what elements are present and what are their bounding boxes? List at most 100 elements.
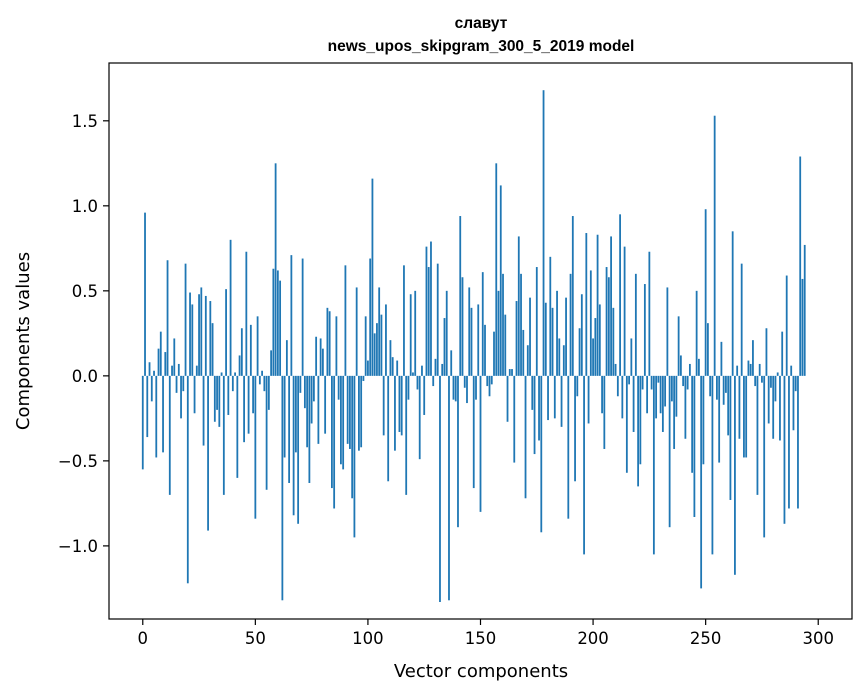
bar-20: [186, 375, 189, 584]
bar-30: [209, 301, 212, 376]
x-tick-label: 100: [352, 629, 384, 648]
bar-272: [754, 375, 757, 387]
bar-231: [661, 375, 664, 432]
bar-10: [164, 352, 167, 376]
bar-40: [231, 375, 234, 392]
bar-165: [513, 375, 516, 463]
bar-2: [146, 375, 149, 438]
bar-251: [707, 323, 709, 376]
bar-122: [416, 375, 419, 390]
x-tick-label: 200: [577, 629, 609, 648]
bar-53: [261, 370, 263, 376]
bar-192: [574, 375, 576, 482]
bar-17: [180, 375, 182, 419]
bar-161: [504, 314, 507, 376]
bar-279: [770, 375, 772, 388]
bar-194: [578, 328, 581, 376]
bar-97: [360, 375, 363, 448]
bar-248: [700, 375, 703, 589]
bar-167: [517, 236, 520, 376]
bar-293: [801, 278, 804, 376]
bar-173: [531, 375, 534, 410]
bar-170: [524, 375, 527, 499]
bar-240: [682, 375, 685, 387]
bar-57: [270, 350, 273, 376]
bar-198: [587, 375, 590, 424]
bar-1: [144, 212, 146, 376]
bar-58: [272, 268, 275, 376]
bar-238: [677, 316, 680, 376]
bar-200: [592, 338, 594, 376]
bar-171: [526, 345, 529, 376]
bar-228: [655, 375, 658, 419]
bar-46: [245, 251, 248, 376]
bar-99: [364, 316, 367, 376]
bar-212: [619, 214, 621, 376]
bar-83: [328, 311, 331, 376]
bar-88: [340, 375, 342, 465]
x-tick-label: 300: [802, 629, 834, 648]
bar-8: [159, 331, 162, 376]
bar-116: [403, 265, 405, 376]
bar-48: [249, 324, 252, 376]
bar-107: [382, 375, 385, 436]
bar-233: [666, 287, 669, 376]
bar-140: [457, 375, 459, 528]
bar-284: [781, 331, 784, 376]
bar-137: [450, 350, 453, 376]
bar-84: [331, 375, 333, 489]
bar-62: [281, 375, 284, 601]
bar-81: [324, 375, 327, 434]
bar-144: [466, 375, 468, 404]
y-tick-label: −1.0: [58, 537, 98, 556]
bar-63: [283, 375, 286, 458]
bar-103: [373, 333, 376, 376]
bar-219: [634, 273, 637, 376]
bar-186: [560, 375, 563, 427]
bar-72: [303, 375, 306, 409]
bar-258: [722, 375, 725, 405]
y-tick-label: 1.5: [72, 112, 98, 131]
bar-184: [556, 290, 558, 376]
bar-11: [166, 260, 169, 376]
bar-280: [772, 375, 775, 439]
bar-118: [407, 375, 410, 400]
bar-82: [326, 307, 329, 376]
bar-148: [475, 375, 477, 400]
bar-265: [738, 375, 741, 439]
bar-15: [175, 375, 178, 393]
bar-85: [333, 375, 336, 509]
x-axis-ticks: 0 50 100 150 200 250 300: [138, 619, 834, 648]
bar-131: [436, 263, 439, 376]
bar-286: [785, 275, 788, 376]
bar-207: [607, 277, 610, 376]
bar-93: [351, 375, 354, 499]
bar-243: [688, 363, 691, 376]
bar-270: [749, 363, 752, 376]
bar-208: [610, 236, 612, 376]
bar-100: [367, 360, 369, 376]
bar-87: [337, 375, 340, 400]
bar-283: [779, 375, 781, 441]
bar-185: [558, 338, 561, 376]
bar-259: [725, 375, 727, 393]
bar-254: [713, 115, 716, 376]
bar-215: [625, 375, 628, 473]
bar-115: [400, 375, 403, 436]
bar-149: [477, 304, 480, 376]
bar-267: [743, 375, 745, 458]
bar-111: [391, 357, 394, 376]
bar-271: [752, 340, 754, 376]
bar-235: [670, 375, 673, 402]
bar-249: [702, 375, 705, 465]
bar-108: [385, 304, 387, 376]
bar-220: [637, 375, 640, 487]
bar-6: [155, 375, 158, 458]
x-tick-label: 150: [465, 629, 497, 648]
bar-281: [774, 375, 777, 402]
bar-135: [445, 290, 448, 376]
x-tick-label: 250: [690, 629, 722, 648]
bar-211: [616, 375, 619, 397]
bar-78: [317, 375, 320, 444]
